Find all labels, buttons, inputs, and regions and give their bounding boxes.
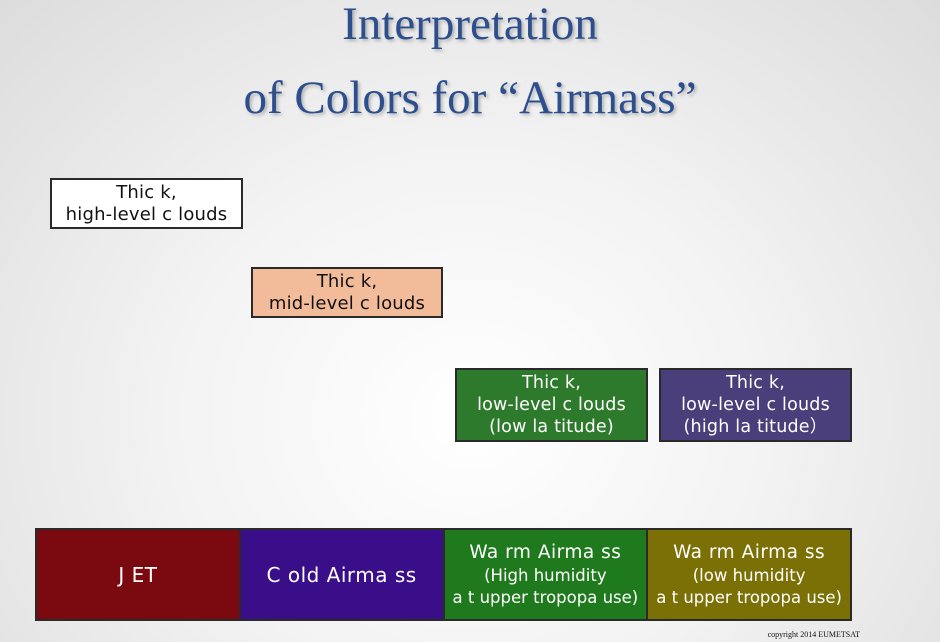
segment-sub-line-1: (low humidity xyxy=(692,565,806,585)
segment-sub-line-2: a t upper tropopa use) xyxy=(452,587,639,607)
segment-label: Wa rm Airma ss xyxy=(673,541,826,563)
cold-airmass-segment: C old Airma ss xyxy=(240,530,445,619)
title-line-1: Interpretation xyxy=(342,0,598,50)
box-line-1: Thic k, xyxy=(316,270,378,292)
title-line-2: of Colors for “Airmass” xyxy=(243,72,697,124)
warm-airmass-low-humidity-segment: Wa rm Airma ss (low humidity a t upper t… xyxy=(648,530,850,619)
segment-label: Wa rm Airma ss xyxy=(469,541,622,563)
box-line-2: high-level c louds xyxy=(65,203,228,225)
box-line-2: low-level c louds xyxy=(477,395,626,415)
box-line-2: low-level c louds xyxy=(681,395,830,415)
box-line-2: mid-level c louds xyxy=(268,292,426,314)
segment-sub-line-1: (High humidity xyxy=(484,565,607,585)
segment-label: C old Airma ss xyxy=(266,562,417,587)
page-title: Interpretation of Colors for “Airmass” xyxy=(0,0,940,132)
mid-level-clouds-box: Thic k, mid-level c louds xyxy=(251,267,443,318)
copyright-notice: copyright 2014 EUMETSAT xyxy=(767,630,860,639)
high-level-clouds-box: Thic k, high-level c louds xyxy=(50,178,243,229)
box-line-3: (high la titude） xyxy=(683,417,828,437)
box-line-1: Thic k, xyxy=(522,373,581,393)
low-level-clouds-low-latitude-box: Thic k, low-level c louds (low la titude… xyxy=(455,368,648,442)
jet-segment: J ET xyxy=(37,530,241,619)
box-line-1: Thic k, xyxy=(116,181,177,203)
warm-airmass-high-humidity-segment: Wa rm Airma ss (High humidity a t upper … xyxy=(444,530,649,619)
segment-label: J ET xyxy=(118,562,158,587)
box-line-1: Thic k, xyxy=(726,373,785,393)
airmass-color-bar: J ET C old Airma ss Wa rm Airma ss (High… xyxy=(35,528,852,621)
segment-sub-line-2: a t upper tropopa use) xyxy=(656,587,842,607)
low-level-clouds-high-latitude-box: Thic k, low-level c louds (high la titud… xyxy=(659,368,852,442)
box-line-3: (low la titude) xyxy=(489,417,614,437)
